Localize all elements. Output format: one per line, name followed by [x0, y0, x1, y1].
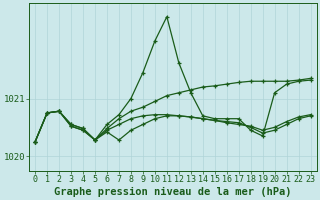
X-axis label: Graphe pression niveau de la mer (hPa): Graphe pression niveau de la mer (hPa) [54, 186, 292, 197]
